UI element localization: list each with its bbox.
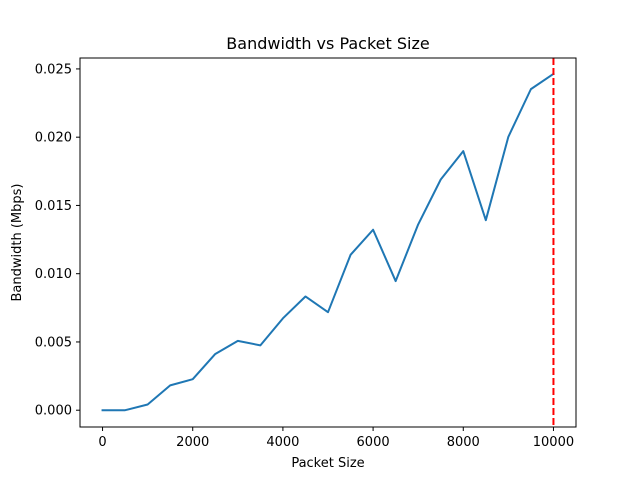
y-tick-label: 0.020 [35,131,72,146]
x-tick-label: 2000 [176,435,209,450]
series-line-1 [101,72,555,412]
y-tick-label: 0.025 [35,62,72,77]
x-tick-label: 10000 [533,435,574,450]
x-tick-label: 0 [98,435,106,450]
y-axis-ticks: 0.000 0.005 0.010 0.015 0.020 0.025 [35,62,80,419]
y-axis-label: Bandwidth (Mbps) [10,184,25,302]
chart-title: Bandwidth vs Packet Size [226,34,429,53]
y-tick-label: 0.000 [35,404,72,419]
x-tick-label: 8000 [447,435,480,450]
x-axis-ticks: 0 2000 4000 6000 8000 10000 [98,427,574,450]
y-tick-label: 0.005 [35,335,72,350]
plot-frame [79,57,577,428]
x-tick-label: 4000 [266,435,299,450]
y-tick-label: 0.015 [35,199,72,214]
y-tick-label: 0.010 [35,267,72,282]
plot-area [101,58,555,427]
x-tick-label: 6000 [357,435,390,450]
x-axis-label: Packet Size [291,456,364,471]
